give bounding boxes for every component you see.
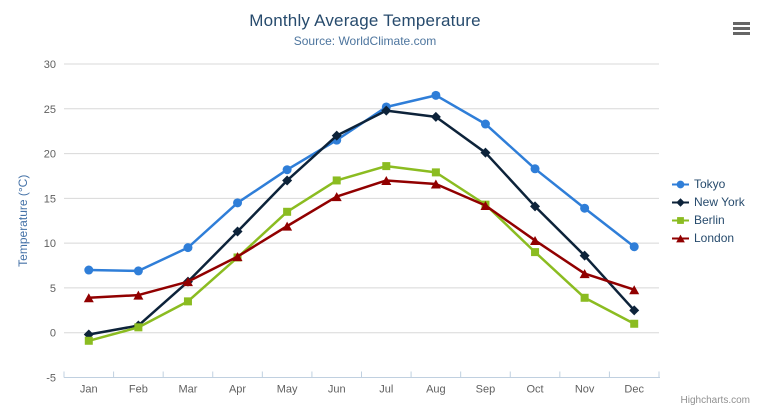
export-menu-button[interactable]	[730, 18, 753, 39]
y-axis-label: 0	[50, 328, 56, 340]
series-tokyo	[84, 90, 639, 276]
point-marker[interactable]	[282, 175, 293, 186]
circle-legend-marker-icon	[672, 180, 689, 188]
point-marker[interactable]	[676, 234, 685, 242]
point-marker[interactable]	[331, 130, 342, 141]
y-axis-label: 30	[44, 59, 56, 71]
point-marker[interactable]	[134, 323, 143, 332]
x-axis-label: Aug	[426, 384, 446, 396]
y-axis-label: -5	[46, 373, 56, 385]
series-line	[87, 94, 636, 273]
point-marker[interactable]	[183, 297, 192, 306]
point-marker[interactable]	[530, 235, 541, 245]
point-marker[interactable]	[133, 266, 143, 276]
point-marker[interactable]	[580, 293, 589, 302]
point-marker[interactable]	[629, 242, 639, 252]
point-marker[interactable]	[381, 105, 392, 116]
point-marker[interactable]	[332, 176, 341, 185]
point-marker[interactable]	[83, 293, 94, 303]
point-marker[interactable]	[283, 207, 292, 216]
legend-item-berlin[interactable]: Berlin	[672, 211, 745, 229]
x-axis-label: Oct	[526, 384, 543, 396]
x-axis-label: Apr	[229, 384, 246, 396]
x-axis-label: Sep	[476, 384, 496, 396]
point-marker[interactable]	[381, 175, 392, 185]
credits-link[interactable]: Highcharts.com	[680, 395, 750, 406]
square-legend-marker-icon	[672, 216, 689, 224]
point-marker[interactable]	[133, 290, 144, 300]
point-marker[interactable]	[676, 180, 685, 188]
point-marker[interactable]	[531, 248, 540, 257]
legend-item-new-york[interactable]: New York	[672, 193, 745, 211]
legend: Tokyo New York Berlin London	[672, 175, 745, 247]
point-marker[interactable]	[480, 119, 490, 129]
y-axis-label: 15	[44, 193, 56, 205]
x-axis-label: May	[277, 384, 298, 396]
point-marker[interactable]	[579, 250, 590, 261]
x-axis-label: Jun	[328, 384, 346, 396]
point-marker[interactable]	[629, 305, 640, 316]
chart-subtitle: Source: WorldClimate.com	[293, 34, 437, 48]
point-marker[interactable]	[182, 277, 193, 287]
series-line	[87, 109, 636, 336]
y-axis-label: 5	[50, 283, 56, 295]
point-marker[interactable]	[84, 336, 93, 345]
x-axis-label: Mar	[178, 384, 197, 396]
series-new-york	[83, 105, 640, 340]
point-marker[interactable]	[530, 164, 540, 174]
point-marker[interactable]	[232, 226, 243, 237]
x-axis-label: Nov	[575, 384, 595, 396]
point-marker[interactable]	[430, 179, 441, 189]
x-axis-label: Jul	[379, 384, 393, 396]
hamburger-icon	[733, 21, 750, 35]
point-marker[interactable]	[630, 319, 639, 328]
point-marker[interactable]	[431, 90, 441, 100]
legend-item-london[interactable]: London	[672, 229, 745, 247]
point-marker[interactable]	[629, 285, 640, 295]
legend-label: London	[694, 231, 735, 245]
x-axis-label: Feb	[129, 384, 148, 396]
series-london	[83, 175, 640, 303]
series-line	[87, 164, 636, 343]
point-marker[interactable]	[84, 265, 94, 275]
point-marker[interactable]	[232, 252, 243, 262]
y-axis-label: 25	[44, 104, 56, 116]
point-marker[interactable]	[233, 198, 243, 208]
legend-item-tokyo[interactable]: Tokyo	[672, 175, 745, 193]
point-marker[interactable]	[282, 221, 293, 231]
point-marker[interactable]	[331, 192, 342, 202]
legend-label: New York	[694, 195, 745, 209]
point-marker[interactable]	[480, 147, 491, 158]
point-marker[interactable]	[431, 168, 440, 177]
point-marker[interactable]	[282, 165, 292, 175]
point-marker[interactable]	[183, 243, 193, 253]
triangle-legend-marker-icon	[672, 234, 689, 242]
point-marker[interactable]	[382, 162, 391, 171]
point-marker[interactable]	[676, 197, 685, 207]
point-marker[interactable]	[430, 111, 441, 122]
point-marker[interactable]	[677, 216, 684, 224]
diamond-legend-marker-icon	[672, 197, 689, 207]
point-marker[interactable]	[480, 201, 491, 211]
chart-title: Monthly Average Temperature	[249, 11, 481, 30]
point-marker[interactable]	[579, 269, 590, 279]
y-axis-label: 20	[44, 149, 56, 161]
x-axis-label: Jan	[80, 384, 98, 396]
point-marker[interactable]	[530, 201, 541, 212]
y-axis-title: Temperature (°C)	[16, 175, 30, 267]
legend-label: Berlin	[694, 213, 725, 227]
legend-label: Tokyo	[694, 177, 726, 191]
y-axis-label: 10	[44, 238, 56, 250]
series-line	[87, 179, 636, 300]
x-axis-label: Dec	[624, 384, 644, 396]
point-marker[interactable]	[580, 203, 590, 213]
